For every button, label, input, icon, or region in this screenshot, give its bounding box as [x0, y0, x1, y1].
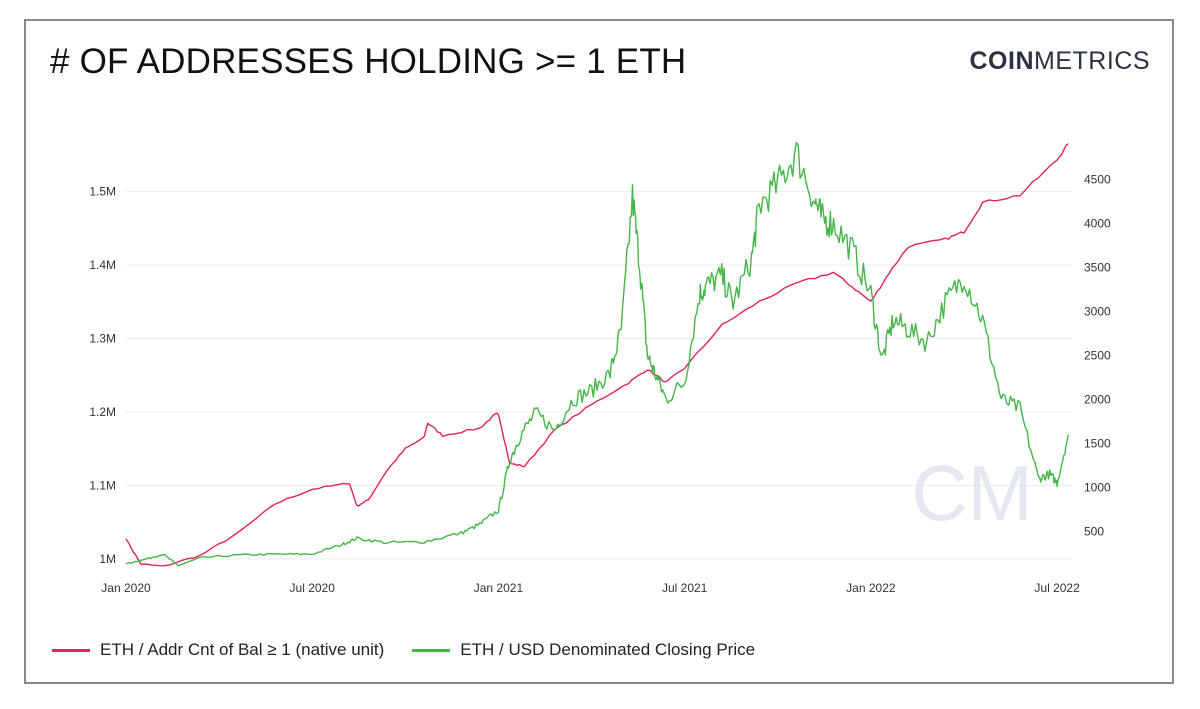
- chart-title: # OF ADDRESSES HOLDING >= 1 ETH: [50, 42, 687, 81]
- series-line-eth-price: [125, 141, 1069, 567]
- logo-bold-text: COIN: [969, 47, 1034, 75]
- y-axis-right: 500 1000 1500 2000 2500 3000 3500 4000 4500: [1084, 173, 1111, 539]
- legend-item-address-count[interactable]: ETH / Addr Cnt of Bal ≥ 1 (native unit): [52, 640, 384, 660]
- legend-swatch-red: [52, 648, 90, 652]
- legend-swatch-green: [412, 648, 451, 652]
- y-right-tick-label: 2500: [1084, 348, 1111, 362]
- y-axis-left: 1M 1.1M 1.2M 1.3M 1.4M 1.5M: [89, 184, 116, 566]
- y-left-tick-label: 1M: [99, 552, 116, 566]
- series-lines: [125, 141, 1069, 567]
- logo-light-text: METRICS: [1034, 47, 1150, 75]
- gridlines: [126, 190, 1072, 560]
- y-left-tick-label: 1.2M: [89, 405, 116, 419]
- y-right-tick-label: 1000: [1084, 480, 1111, 494]
- coinmetrics-logo: COINMETRICS: [970, 47, 1151, 76]
- series-line-address-count: [125, 143, 1069, 567]
- cm-watermark: CM: [911, 449, 1032, 537]
- y-left-tick-label: 1.1M: [89, 478, 116, 492]
- y-right-tick-label: 3000: [1084, 304, 1111, 318]
- y-left-tick-label: 1.5M: [89, 184, 116, 198]
- x-axis: Jan 2020 Jul 2020 Jan 2021 Jul 2021 Jan 2022…: [101, 581, 1080, 595]
- y-left-tick-label: 1.3M: [89, 331, 116, 345]
- legend-label: ETH / Addr Cnt of Bal ≥ 1 (native unit): [100, 640, 385, 659]
- y-right-tick-label: 4500: [1084, 173, 1111, 187]
- legend: ETH / Addr Cnt of Bal ≥ 1 (native unit) …: [52, 640, 783, 660]
- x-tick-label: Jul 2021: [662, 581, 708, 595]
- y-left-tick-label: 1.4M: [89, 258, 116, 272]
- x-tick-label: Jul 2022: [1034, 581, 1080, 595]
- y-right-tick-label: 4000: [1084, 217, 1111, 231]
- y-right-tick-label: 500: [1084, 524, 1104, 538]
- x-tick-label: Jul 2020: [290, 581, 336, 595]
- legend-item-price[interactable]: ETH / USD Denominated Closing Price: [412, 640, 755, 660]
- x-tick-label: Jan 2022: [846, 581, 896, 595]
- y-right-tick-label: 3500: [1084, 261, 1111, 275]
- x-tick-label: Jan 2020: [101, 581, 151, 595]
- x-tick-label: Jan 2021: [474, 581, 524, 595]
- y-right-tick-label: 1500: [1084, 436, 1111, 450]
- legend-label: ETH / USD Denominated Closing Price: [460, 640, 756, 659]
- y-right-tick-label: 2000: [1084, 392, 1111, 406]
- chart-frame: [24, 19, 1174, 684]
